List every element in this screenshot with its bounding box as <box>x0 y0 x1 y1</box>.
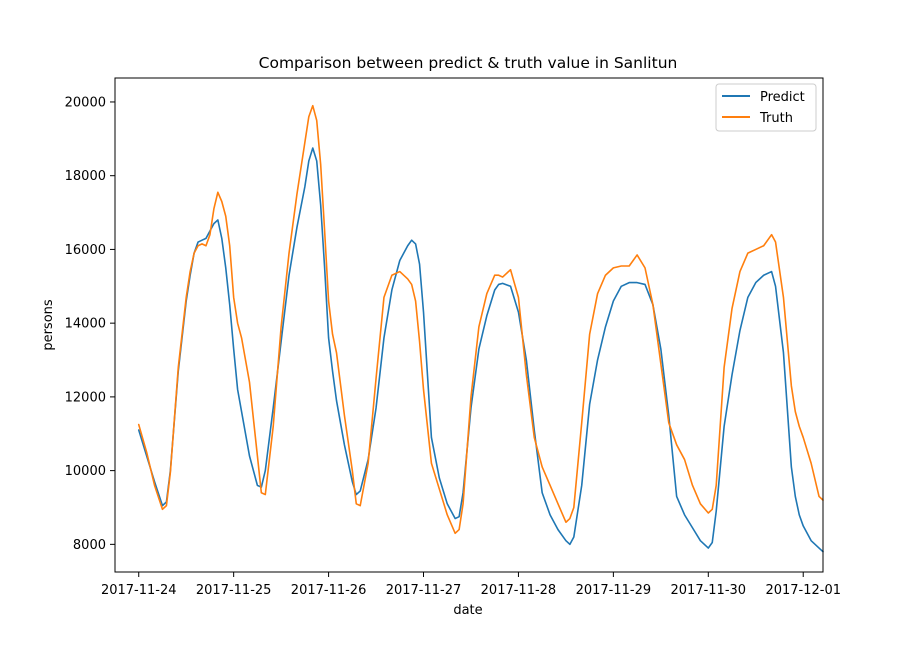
legend: Predict Truth <box>715 83 817 132</box>
y-axis: 8000 10000 12000 14000 16000 18000 20000 <box>65 95 115 553</box>
series-line-truth <box>137 104 824 535</box>
plot-area <box>115 78 823 572</box>
x-tick-label: 2017-11-26 <box>291 583 367 598</box>
x-axis-label: date <box>453 603 482 618</box>
legend-label-predict: Predict <box>760 90 805 105</box>
y-tick-label: 20000 <box>65 95 106 110</box>
y-tick-label: 8000 <box>73 538 106 553</box>
x-tick-label: 2017-11-27 <box>386 583 462 598</box>
x-tick-label: 2017-11-28 <box>481 583 557 598</box>
x-axis: 2017-11-24 2017-11-25 2017-11-26 2017-11-27… <box>101 572 841 598</box>
y-tick-label: 12000 <box>65 390 106 405</box>
y-tick-label: 14000 <box>65 317 106 332</box>
x-tick-label: 2017-12-01 <box>765 583 841 598</box>
plot-frame <box>114 77 824 573</box>
series-line-predict <box>137 147 824 553</box>
chart-title: Comparison between predict & truth value… <box>259 54 678 72</box>
y-tick-label: 16000 <box>65 243 106 258</box>
legend-label-truth: Truth <box>759 111 793 126</box>
series-layer <box>137 104 824 553</box>
y-tick-label: 18000 <box>65 169 106 184</box>
x-tick-label: 2017-11-24 <box>101 583 177 598</box>
x-tick-label: 2017-11-30 <box>671 583 747 598</box>
x-tick-label: 2017-11-29 <box>576 583 652 598</box>
x-tick-label: 2017-11-25 <box>196 583 272 598</box>
y-tick-label: 10000 <box>65 464 106 479</box>
y-axis-label: persons <box>41 299 56 351</box>
